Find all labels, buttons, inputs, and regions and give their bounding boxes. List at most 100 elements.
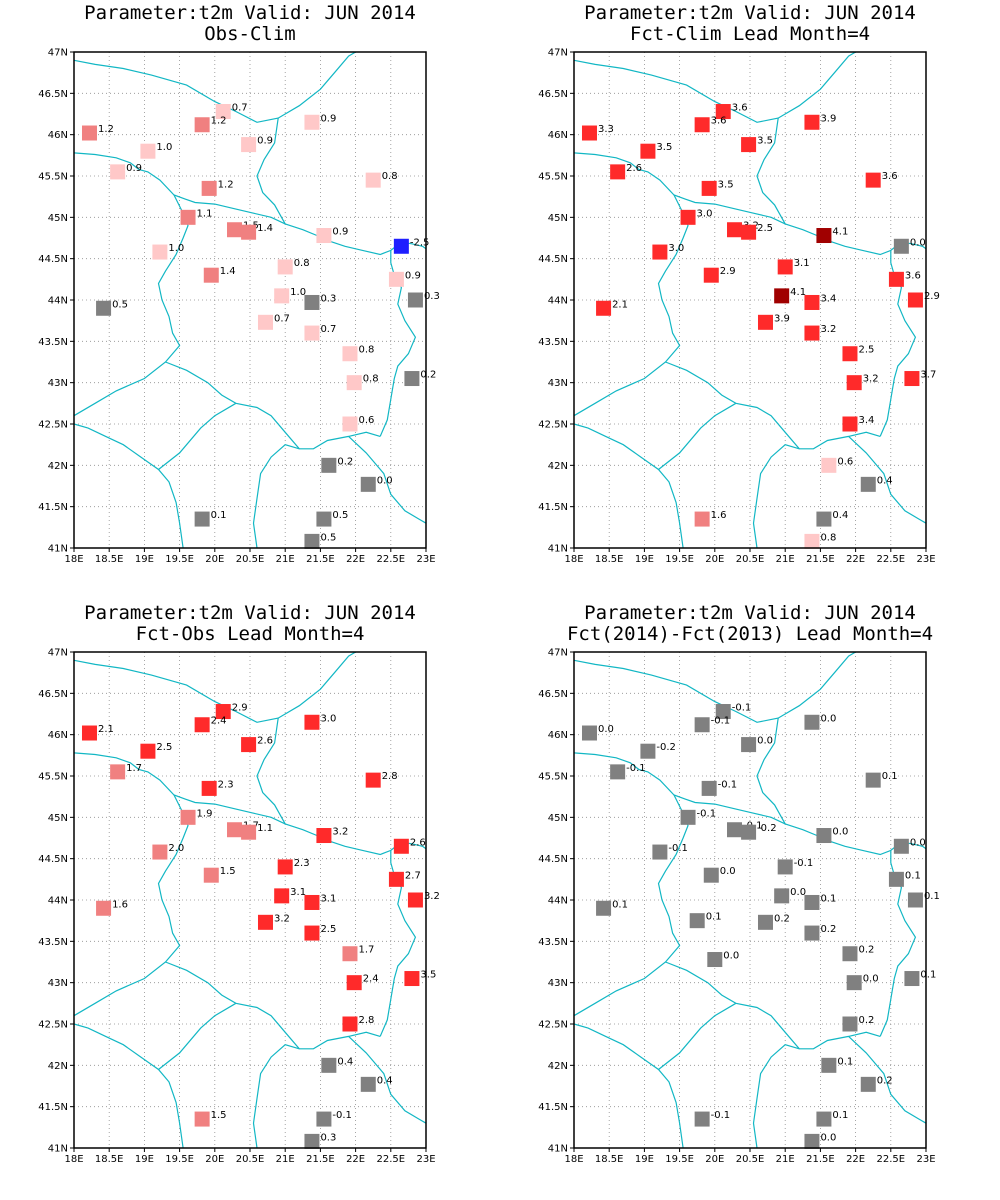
x-tick-label: 18E <box>564 1154 583 1165</box>
station-value-label: 3.0 <box>668 243 684 254</box>
station-value-label: 3.2 <box>820 324 836 335</box>
station-marker <box>816 511 832 527</box>
station-value-label: 0.8 <box>363 374 379 385</box>
station-marker <box>393 238 409 254</box>
coastline <box>752 444 800 549</box>
station-value-label: 2.8 <box>382 771 398 782</box>
station-marker <box>703 267 719 283</box>
map-panel-obs-clim: Parameter:t2m Valid: JUN 2014 Obs-Clim 1… <box>0 0 500 600</box>
station-map: 18E 18.5E 19E 19.5E 20E 20.5E 21E 21.5E 22E 22.5E… <box>538 648 940 1166</box>
y-tick-label: 41N <box>548 1144 568 1155</box>
y-tick-label: 45.5N <box>38 172 68 183</box>
station-marker <box>694 117 710 133</box>
station-value-label: 1.4 <box>220 266 236 277</box>
station-marker <box>304 925 320 941</box>
coastline <box>665 361 881 450</box>
station-marker <box>893 838 909 854</box>
y-tick-label: 46N <box>48 130 68 141</box>
y-tick-label: 44N <box>48 896 68 907</box>
station-value-label: 0.6 <box>837 456 853 467</box>
station-value-label: 0.9 <box>257 136 273 147</box>
station-marker <box>140 743 156 759</box>
station-value-label: -0.1 <box>732 703 752 714</box>
station-value-label: 0.8 <box>382 171 398 182</box>
x-tick-label: 22.5E <box>877 554 906 565</box>
station-value-label: 1.9 <box>197 808 213 819</box>
station-value-label: 3.9 <box>774 313 790 324</box>
x-tick-label: 23E <box>416 1154 435 1165</box>
y-tick-label: 42.5N <box>538 1020 568 1031</box>
station-marker <box>96 300 112 316</box>
station-marker <box>180 809 196 825</box>
station-value-label: 3.7 <box>920 370 936 381</box>
station-map: 18E 18.5E 19E 19.5E 20E 20.5E 21E 21.5E 22E 22.5E… <box>538 48 940 566</box>
x-tick-label: 19E <box>135 1154 154 1165</box>
station-value-label: -0.1 <box>711 716 731 727</box>
station-value-label: 0.2 <box>858 1015 874 1026</box>
station-value-label: 0.4 <box>832 510 848 521</box>
x-tick-label: 22E <box>346 554 365 565</box>
x-tick-label: 22E <box>846 554 865 565</box>
station-value-label: 0.2 <box>858 945 874 956</box>
station-marker <box>304 294 320 310</box>
y-tick-label: 46N <box>548 130 568 141</box>
station-value-label: 3.0 <box>320 713 336 724</box>
coastline <box>658 402 737 470</box>
station-marker <box>393 838 409 854</box>
station-marker <box>194 1111 210 1127</box>
station-marker <box>701 780 717 796</box>
station-marker <box>652 244 668 260</box>
station-marker <box>274 888 290 904</box>
station-value-label: 3.5 <box>656 142 672 153</box>
station-marker <box>241 137 257 153</box>
coastline <box>573 51 856 123</box>
coastline <box>73 51 356 123</box>
x-tick-label: 21E <box>776 1154 795 1165</box>
station-value-label: 1.2 <box>211 116 227 127</box>
station-marker <box>227 822 243 838</box>
station-marker <box>694 1111 710 1127</box>
y-tick-label: 43N <box>48 978 68 989</box>
coastline <box>252 444 300 549</box>
station-value-label: 0.1 <box>924 891 940 902</box>
y-tick-label: 45.5N <box>538 172 568 183</box>
station-marker <box>81 125 97 141</box>
station-value-label: 0.2 <box>337 456 353 467</box>
station-marker <box>152 844 168 860</box>
x-tick-label: 18E <box>64 554 83 565</box>
station-value-label: 0.2 <box>774 913 790 924</box>
station-value-label: 3.2 <box>274 913 290 924</box>
station-marker <box>407 292 423 308</box>
station-value-label: 2.4 <box>363 974 379 985</box>
x-tick-label: 21.5E <box>806 1154 835 1165</box>
panel-title: Parameter:t2m Valid: JUN 2014 <box>84 2 416 24</box>
map-panel-fct-obs: Parameter:t2m Valid: JUN 2014 Fct-Obs Le… <box>0 600 500 1200</box>
y-tick-label: 46N <box>548 730 568 741</box>
station-marker <box>860 1076 876 1092</box>
station-marker <box>316 511 332 527</box>
station-value-label: -0.1 <box>668 843 688 854</box>
y-tick-label: 45N <box>548 813 568 824</box>
coastline <box>73 194 189 417</box>
station-value-label: 2.6 <box>626 163 642 174</box>
x-tick-label: 21.5E <box>806 554 835 565</box>
station-value-label: 3.6 <box>711 116 727 127</box>
station-marker <box>757 914 773 930</box>
x-tick-label: 18E <box>64 1154 83 1165</box>
station-marker <box>304 714 320 730</box>
station-value-label: 0.1 <box>837 1056 853 1067</box>
station-value-label: 1.2 <box>218 179 234 190</box>
station-value-label: 0.0 <box>832 827 848 838</box>
y-tick-label: 47N <box>548 48 568 59</box>
station-value-label: 0.2 <box>820 924 836 935</box>
station-marker <box>241 824 257 840</box>
station-value-label: 0.2 <box>877 1075 893 1086</box>
station-value-label: 0.1 <box>612 899 628 910</box>
x-tick-label: 21.5E <box>306 1154 335 1165</box>
station-value-label: -0.1 <box>697 808 717 819</box>
station-value-label: 0.0 <box>720 866 736 877</box>
station-marker <box>640 743 656 759</box>
station-value-label: 4.1 <box>790 287 806 298</box>
x-tick-label: 22E <box>346 1154 365 1165</box>
station-value-label: 0.1 <box>706 912 722 923</box>
